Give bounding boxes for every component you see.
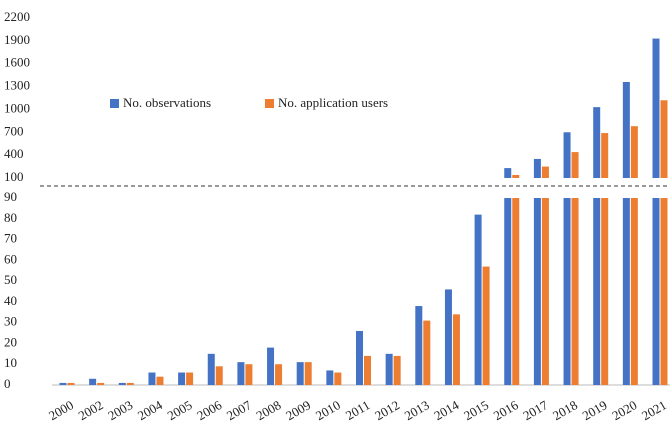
x-tick-label: 2014 bbox=[431, 397, 461, 423]
x-tick-label: 2021 bbox=[639, 397, 669, 423]
x-tick-label: 2013 bbox=[402, 397, 432, 423]
bar bbox=[148, 372, 156, 385]
x-tick-label: 2000 bbox=[46, 397, 76, 423]
y-tick-label: 700 bbox=[4, 123, 24, 138]
y-tick-label: 40 bbox=[4, 293, 17, 308]
x-tick-label: 2007 bbox=[224, 397, 254, 423]
y-tick-label: 1300 bbox=[4, 78, 30, 93]
bar bbox=[326, 370, 334, 385]
bar bbox=[541, 198, 549, 385]
bar bbox=[593, 198, 601, 385]
x-tick-label: 2005 bbox=[165, 397, 195, 423]
bar bbox=[533, 198, 541, 385]
bar-upper bbox=[512, 174, 520, 178]
bar bbox=[97, 382, 105, 385]
y-tick-label: 1000 bbox=[4, 100, 30, 115]
legend-swatch bbox=[265, 99, 274, 108]
bar-upper bbox=[533, 158, 541, 178]
bar-upper bbox=[601, 133, 609, 178]
bar bbox=[563, 198, 571, 385]
x-tick-label: 2008 bbox=[254, 397, 284, 423]
bar-upper bbox=[630, 126, 638, 178]
x-tick-label: 2012 bbox=[372, 397, 402, 423]
x-tick-label: 2020 bbox=[609, 397, 639, 423]
y-tick-label: 60 bbox=[4, 251, 17, 266]
legend-swatch bbox=[110, 99, 119, 108]
bar bbox=[118, 382, 126, 385]
x-tick-label: 2016 bbox=[491, 397, 521, 423]
bar-upper bbox=[622, 82, 630, 178]
bar bbox=[444, 289, 452, 385]
y-tick-label: 2200 bbox=[4, 9, 30, 24]
y-tick-label: 90 bbox=[4, 189, 17, 204]
legend-label: No. application users bbox=[278, 95, 388, 110]
x-tick-label: 2017 bbox=[520, 397, 550, 423]
bar-upper bbox=[504, 168, 512, 178]
bar bbox=[482, 266, 490, 385]
bar-upper bbox=[541, 166, 549, 178]
bar bbox=[215, 366, 223, 385]
bar bbox=[126, 382, 134, 385]
y-tick-label: 30 bbox=[4, 314, 17, 329]
bar bbox=[156, 376, 164, 385]
bar bbox=[186, 372, 194, 385]
y-tick-label: 1900 bbox=[4, 32, 30, 47]
y-tick-label: 0 bbox=[4, 376, 11, 391]
bar bbox=[356, 330, 363, 385]
bar bbox=[89, 378, 97, 385]
x-tick-label: 2009 bbox=[283, 397, 313, 423]
bar-upper bbox=[593, 107, 601, 178]
bar bbox=[630, 198, 638, 385]
bar bbox=[245, 364, 253, 385]
y-tick-label: 1600 bbox=[4, 55, 30, 70]
x-tick-label: 2004 bbox=[135, 397, 165, 423]
x-tick-label: 2003 bbox=[105, 397, 135, 423]
bar bbox=[178, 372, 186, 385]
x-tick-label: 2010 bbox=[313, 397, 343, 423]
bar bbox=[652, 198, 660, 385]
bar bbox=[267, 347, 275, 385]
bar bbox=[207, 353, 215, 385]
x-tick-label: 2018 bbox=[550, 397, 580, 423]
bar-upper bbox=[652, 38, 660, 179]
bar bbox=[571, 198, 579, 385]
x-tick-label: 2006 bbox=[194, 397, 224, 423]
legend-label: No. observations bbox=[123, 95, 211, 110]
bar bbox=[237, 362, 245, 385]
bar bbox=[601, 198, 609, 385]
bar bbox=[59, 382, 67, 385]
bar bbox=[660, 198, 668, 385]
bar-upper bbox=[563, 132, 571, 178]
bar bbox=[334, 372, 342, 385]
y-tick-label: 70 bbox=[4, 231, 17, 246]
x-tick-label: 2002 bbox=[76, 397, 106, 423]
y-tick-label: 400 bbox=[4, 146, 24, 161]
bar bbox=[504, 198, 512, 385]
bar bbox=[275, 364, 283, 385]
bar bbox=[474, 214, 482, 385]
bar bbox=[67, 382, 75, 385]
y-tick-label: 10 bbox=[4, 355, 17, 370]
x-tick-label: 2011 bbox=[343, 397, 373, 423]
bar bbox=[415, 306, 423, 385]
bar bbox=[364, 355, 371, 385]
bar bbox=[393, 355, 401, 385]
y-tick-label: 100 bbox=[4, 169, 24, 184]
y-tick-label: 80 bbox=[4, 210, 17, 225]
bar-upper bbox=[571, 152, 579, 178]
x-tick-label: 2015 bbox=[461, 397, 491, 423]
bar bbox=[385, 353, 393, 385]
bar bbox=[452, 314, 460, 385]
bar-upper bbox=[660, 100, 668, 178]
x-tick-label: 2019 bbox=[580, 397, 610, 423]
bar bbox=[296, 362, 304, 385]
bar bbox=[423, 320, 431, 385]
y-tick-label: 50 bbox=[4, 272, 17, 287]
bar bbox=[512, 198, 520, 385]
bar bbox=[304, 362, 312, 385]
bar bbox=[622, 198, 630, 385]
y-tick-label: 20 bbox=[4, 334, 17, 349]
